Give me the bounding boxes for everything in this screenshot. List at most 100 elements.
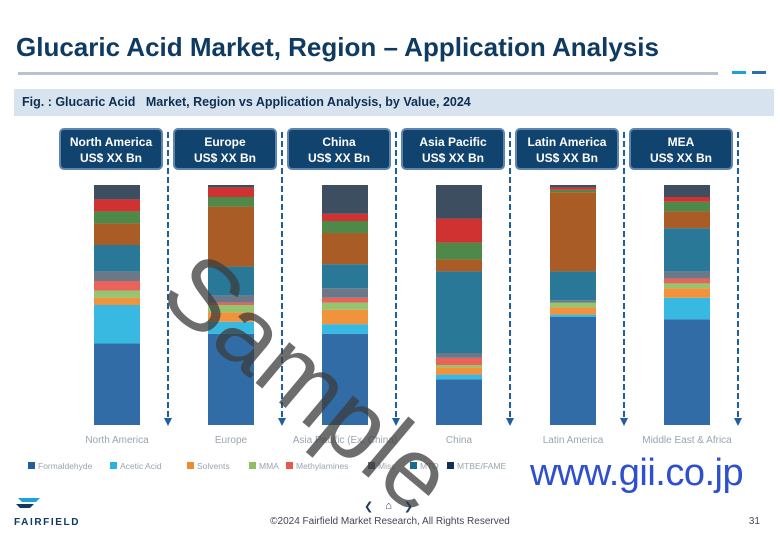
bar-segment: [322, 233, 368, 265]
accent-dash-2: [752, 71, 766, 74]
legend-swatch: [187, 462, 194, 469]
region-box-value: US$ XX Bn: [194, 151, 256, 165]
bar-segment: [436, 353, 482, 358]
bar-segment: [208, 333, 254, 425]
bar-segment: [664, 211, 710, 229]
accent-dash-1: [732, 71, 746, 74]
bar-segment: [94, 290, 140, 298]
bar-segment: [322, 185, 368, 214]
separator-arrow: [164, 418, 172, 426]
bar-segment: [208, 302, 254, 305]
bar-segment: [208, 187, 254, 197]
bar-segment: [208, 305, 254, 313]
legend-swatch: [368, 462, 375, 469]
bar-segment: [436, 365, 482, 368]
bar-segment: [550, 302, 596, 308]
bar-segment: [550, 307, 596, 315]
bar-segment: [664, 278, 710, 284]
bar-segment: [664, 288, 710, 298]
bar-segment: [322, 221, 368, 233]
bar-segment: [322, 264, 368, 289]
region-box: [629, 128, 733, 170]
category-label: Latin America: [543, 435, 604, 446]
legend-swatch: [447, 462, 454, 469]
bar-segment: [94, 211, 140, 224]
title-divider: [18, 72, 718, 75]
legend-swatch: [110, 462, 117, 469]
bar-segment: [94, 297, 140, 305]
logo-text: FAIRFIELD: [14, 517, 81, 528]
legend-label: Acetic Acid: [120, 461, 162, 471]
slide-nav: ❮ ⌂ ❯: [364, 500, 413, 513]
bar-segment: [322, 309, 368, 325]
region-box-value: US$ XX Bn: [536, 151, 598, 165]
bar-segment: [94, 271, 140, 281]
legend-label: MMA: [259, 461, 279, 471]
region-box-value: US$ XX Bn: [650, 151, 712, 165]
separator-arrow: [506, 418, 514, 426]
site-watermark: www.gii.co.jp: [530, 452, 744, 494]
category-label: Europe: [215, 435, 248, 446]
figure-caption-band: [14, 89, 774, 116]
bar-segment: [550, 189, 596, 193]
bar-segment: [208, 185, 254, 188]
region-box-label: Latin America: [528, 135, 607, 149]
legend-swatch: [286, 462, 293, 469]
separator-arrow: [620, 418, 628, 426]
bar-segment: [322, 333, 368, 425]
bar-segment: [550, 300, 596, 303]
bar-segment: [322, 324, 368, 334]
bar-segment: [94, 305, 140, 344]
bar-segment: [664, 283, 710, 289]
copyright-text: ©2024 Fairfield Market Research, All Rig…: [270, 516, 510, 527]
region-box-value: US$ XX Bn: [80, 151, 142, 165]
legend-swatch: [410, 462, 417, 469]
bar-segment: [322, 213, 368, 221]
bar-segment: [664, 228, 710, 272]
region-box: [59, 128, 163, 170]
bar-segment: [550, 185, 596, 188]
category-label: Middle East & Africa: [642, 435, 732, 446]
bar-segment: [322, 302, 368, 310]
region-box: [287, 128, 391, 170]
bar-segment: [664, 197, 710, 202]
bar-segment: [208, 206, 254, 267]
bar-segment: [664, 201, 710, 212]
bar-segment: [436, 242, 482, 260]
bar-segment: [94, 245, 140, 272]
legend-label: MTBE/FAME: [457, 461, 506, 471]
bar-segment: [550, 187, 596, 190]
bar-segment: [436, 379, 482, 425]
prev-icon[interactable]: ❮: [364, 501, 374, 513]
bar-segment: [550, 317, 596, 425]
bar-segment: [436, 374, 482, 380]
bar-segment: [208, 197, 254, 207]
bar-segment: [322, 297, 368, 303]
bar-segment: [436, 271, 482, 353]
bar-segment: [322, 288, 368, 298]
bar-segment: [436, 259, 482, 272]
region-box-label: Asia Pacific: [419, 135, 487, 149]
region-box: [515, 128, 619, 170]
category-label: Asia Pacific (Ex. China): [293, 435, 397, 446]
region-box: [401, 128, 505, 170]
bar-segment: [208, 321, 254, 334]
separator-arrow: [278, 418, 286, 426]
bar-segment: [94, 199, 140, 212]
region-box-label: North America: [70, 135, 153, 149]
bar-segment: [664, 271, 710, 279]
category-label: China: [446, 435, 473, 446]
bar-segment: [208, 312, 254, 322]
home-icon[interactable]: ⌂: [385, 500, 392, 512]
legend-label: Solvents: [197, 461, 230, 471]
bar-segment: [550, 314, 596, 317]
region-box-label: Europe: [204, 135, 246, 149]
bar-segment: [550, 271, 596, 301]
bar-segment: [94, 281, 140, 291]
separator-arrow: [734, 418, 742, 426]
bar-segment: [436, 218, 482, 243]
separator-arrow: [392, 418, 400, 426]
figure-caption: Fig. : Glucaric Acid Market, Region vs A…: [22, 95, 471, 109]
next-icon[interactable]: ❯: [403, 501, 414, 513]
